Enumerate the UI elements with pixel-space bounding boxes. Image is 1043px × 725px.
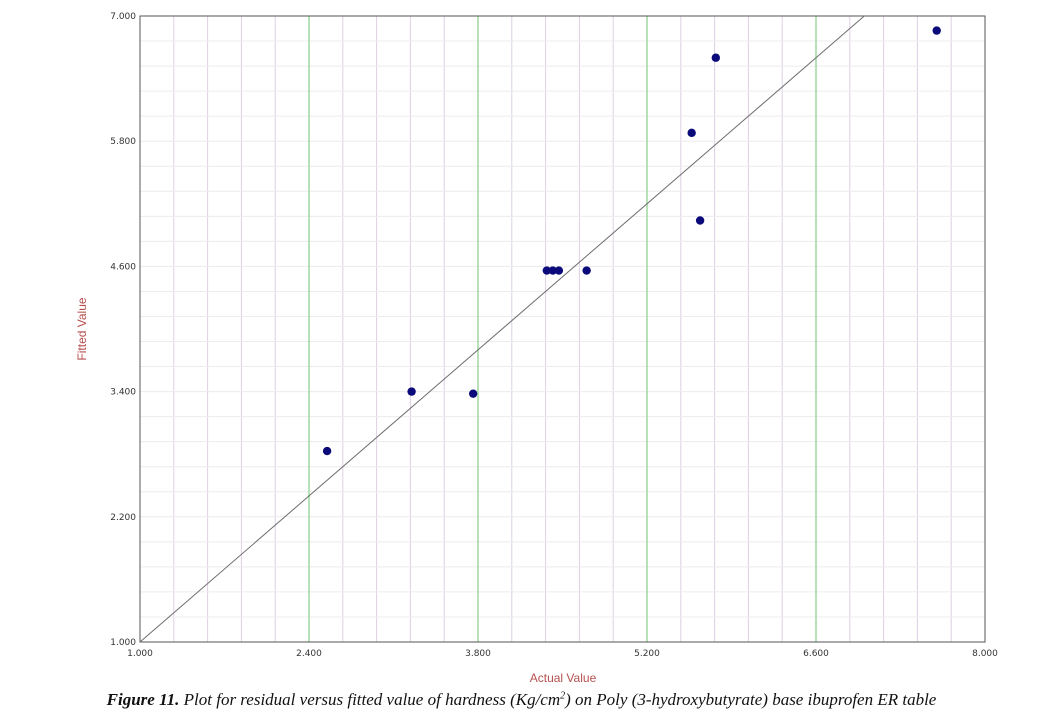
y-tick-labels: 1.000 2.200 3.400 4.600 5.800 7.000	[110, 12, 136, 648]
x-tick-label: 1.000	[127, 649, 153, 659]
x-tick-labels: 1.000 2.400 3.800 5.200 6.600 8.000	[127, 649, 998, 659]
data-point	[695, 216, 705, 225]
y-axis-title: Fitted Value	[75, 297, 89, 360]
x-axis-title: Actual Value	[530, 671, 597, 685]
data-point	[932, 26, 941, 35]
data-point	[548, 266, 558, 275]
x-tick-label: 2.400	[296, 649, 322, 659]
figure-caption: Figure 11. Plot for residual versus fitt…	[0, 690, 1043, 710]
scatter-plot: 1.000 2.400 3.800 5.200 6.600 8.000 1.000 2.20…	[75, 12, 998, 685]
x-tick-label: 3.800	[465, 649, 491, 659]
data-point	[542, 266, 552, 275]
major-gridlines	[308, 16, 817, 642]
data-point	[687, 128, 696, 138]
x-tick-label: 6.600	[803, 649, 829, 659]
minor-gridlines	[140, 16, 985, 642]
y-tick-label: 7.000	[110, 12, 136, 22]
y-tick-label: 4.600	[110, 262, 136, 272]
y-tick-label: 1.000	[110, 638, 136, 648]
y-tick-label: 3.400	[110, 388, 136, 398]
plot-area	[139, 15, 986, 643]
caption-text: Plot for residual versus fitted value of…	[179, 690, 561, 709]
y-tick-label: 2.200	[110, 513, 136, 523]
data-point	[322, 446, 332, 456]
data-point	[582, 266, 591, 275]
data-point	[711, 53, 721, 62]
caption-superscript: 2	[560, 690, 566, 702]
caption-text-end: ) on Poly (3-hydroxybutyrate) base ibupr…	[565, 690, 937, 709]
y-tick-label: 5.800	[110, 137, 136, 147]
data-points	[322, 26, 941, 456]
data-point	[554, 266, 564, 275]
figure-label: Figure 11.	[106, 690, 180, 709]
x-tick-label: 5.200	[634, 649, 660, 659]
reference-line	[139, 15, 865, 643]
data-point	[468, 389, 478, 398]
x-tick-label: 8.000	[972, 649, 998, 659]
data-point	[407, 387, 416, 396]
